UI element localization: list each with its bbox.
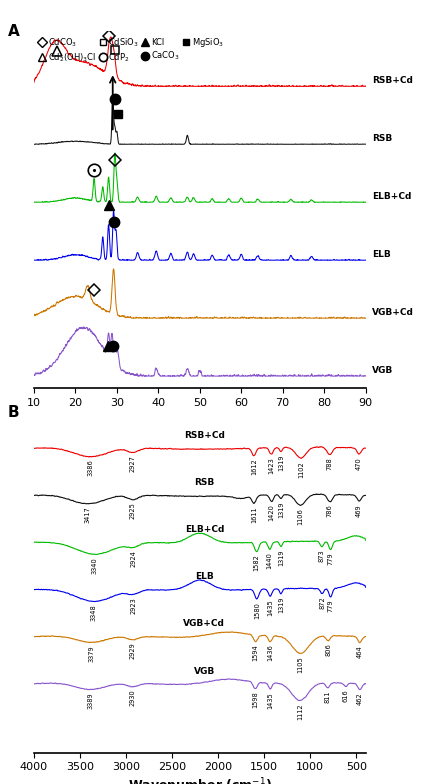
Text: 1423: 1423	[268, 457, 274, 474]
Text: 1612: 1612	[251, 459, 257, 475]
Text: 1435: 1435	[267, 599, 273, 615]
Text: ELB: ELB	[372, 249, 391, 259]
Text: 1582: 1582	[254, 554, 260, 572]
Text: 873: 873	[319, 550, 325, 562]
Text: B: B	[8, 405, 19, 419]
Text: 1106: 1106	[298, 508, 303, 525]
Text: 1112: 1112	[297, 703, 303, 720]
Text: 779: 779	[328, 553, 334, 565]
Text: 1594: 1594	[252, 644, 258, 661]
Text: 1436: 1436	[267, 644, 273, 661]
Text: 2929: 2929	[130, 643, 136, 659]
Text: 1440: 1440	[267, 552, 273, 569]
Text: ELB+Cd: ELB+Cd	[372, 192, 411, 201]
Text: A: A	[8, 24, 19, 39]
Text: 779: 779	[328, 600, 334, 612]
Text: 1598: 1598	[252, 691, 258, 708]
Text: 3386: 3386	[88, 459, 94, 476]
Text: 2930: 2930	[130, 690, 136, 706]
Text: 616: 616	[343, 689, 348, 702]
Text: RSB: RSB	[372, 134, 392, 143]
Text: 1105: 1105	[298, 656, 303, 673]
X-axis label: Wavenumber (cm$^{-1}$): Wavenumber (cm$^{-1}$)	[128, 776, 272, 784]
Text: 2923: 2923	[130, 597, 136, 614]
Text: RSB+Cd: RSB+Cd	[372, 76, 413, 85]
Text: 3348: 3348	[91, 604, 97, 621]
Text: 3379: 3379	[88, 645, 94, 662]
Text: 469: 469	[356, 504, 362, 517]
Text: 1102: 1102	[298, 461, 304, 477]
Legend: CdCO$_3$, Cd$_2$(OH)$_3$Cl, CdSiO$_3$, CdP$_2$, KCl, CaCO$_3$, MgSiO$_3$: CdCO$_3$, Cd$_2$(OH)$_3$Cl, CdSiO$_3$, C…	[38, 35, 225, 65]
Text: RSB: RSB	[194, 478, 215, 487]
Text: 1319: 1319	[278, 455, 284, 471]
Text: 1319: 1319	[278, 550, 284, 566]
Text: 462: 462	[357, 692, 363, 705]
Text: 3417: 3417	[85, 506, 91, 523]
Text: 3340: 3340	[92, 557, 98, 574]
Text: VGB+Cd: VGB+Cd	[372, 307, 414, 317]
Text: VGB: VGB	[194, 666, 215, 676]
Text: 1435: 1435	[267, 691, 273, 709]
Text: 1420: 1420	[269, 504, 275, 521]
Text: 470: 470	[356, 457, 362, 470]
Text: 2925: 2925	[130, 503, 136, 520]
Text: 811: 811	[325, 691, 331, 703]
Text: 2924: 2924	[130, 550, 136, 567]
Text: 872: 872	[319, 597, 325, 609]
Text: ELB+Cd: ELB+Cd	[185, 525, 224, 534]
Text: 2927: 2927	[130, 455, 136, 472]
Text: 1580: 1580	[254, 602, 260, 619]
Text: 1319: 1319	[278, 501, 284, 518]
X-axis label: 2$\theta$ (degree): 2$\theta$ (degree)	[159, 412, 241, 429]
Text: 1319: 1319	[278, 597, 284, 613]
Text: 3389: 3389	[87, 692, 93, 709]
Text: VGB: VGB	[372, 365, 393, 375]
Text: 788: 788	[327, 457, 333, 470]
Text: 464: 464	[357, 645, 363, 659]
Text: ELB: ELB	[195, 572, 214, 581]
Text: 1611: 1611	[251, 506, 257, 523]
Text: VGB+Cd: VGB+Cd	[184, 619, 225, 629]
Text: 806: 806	[325, 644, 331, 656]
Text: 786: 786	[327, 504, 333, 517]
Text: RSB+Cd: RSB+Cd	[184, 431, 225, 440]
